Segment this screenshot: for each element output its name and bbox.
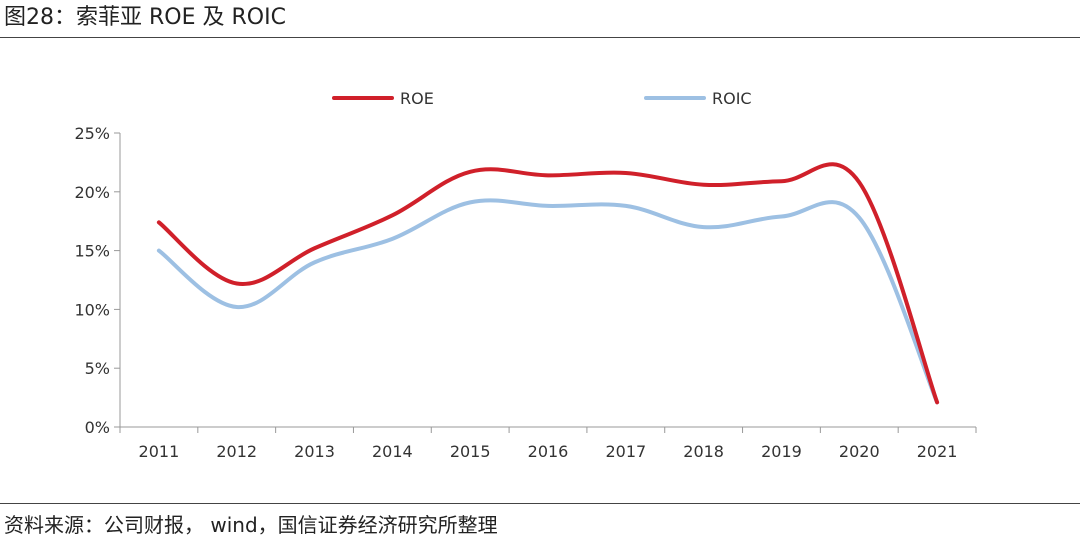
top-rule <box>0 37 1080 38</box>
legend-label-roe: ROE <box>400 89 434 108</box>
y-tick-label: 0% <box>85 418 110 437</box>
y-tick-label: 10% <box>74 300 110 319</box>
x-tick-label: 2015 <box>450 442 491 461</box>
chart-legend: ROE ROIC <box>332 89 752 108</box>
x-tick-label: 2012 <box>216 442 257 461</box>
series-line-roe <box>156 162 940 405</box>
chart-axes: 0% 5% 10% 15% 20% 25% 2011 2012 2013 2014 2015 2016… <box>74 124 977 461</box>
x-tick-label: 2021 <box>917 442 958 461</box>
y-tick-label: 20% <box>74 183 110 202</box>
line-chart: 0% 5% 10% 15% 20% 25% 2011 2012 2013 2014 2015 2016… <box>74 89 977 461</box>
figure-title: 图28：索菲亚 ROE 及 ROIC <box>4 5 286 30</box>
series-line-roic <box>156 198 940 405</box>
x-tick-label: 2019 <box>761 442 802 461</box>
x-tick-label: 2013 <box>294 442 335 461</box>
x-tick-label: 2017 <box>605 442 646 461</box>
x-tick-label: 2016 <box>528 442 569 461</box>
y-tick-label: 15% <box>74 242 110 261</box>
chart-lines <box>156 162 940 405</box>
legend-label-roic: ROIC <box>712 89 752 108</box>
y-tick-label: 25% <box>74 124 110 143</box>
x-tick-label: 2020 <box>839 442 880 461</box>
y-tick-label: 5% <box>85 359 110 378</box>
x-tick-label: 2011 <box>139 442 180 461</box>
source-note: 资料来源：公司财报， wind，国信证券经济研究所整理 <box>4 513 498 537</box>
x-tick-label: 2014 <box>372 442 413 461</box>
x-tick-label: 2018 <box>683 442 724 461</box>
bottom-rule <box>0 503 1080 504</box>
